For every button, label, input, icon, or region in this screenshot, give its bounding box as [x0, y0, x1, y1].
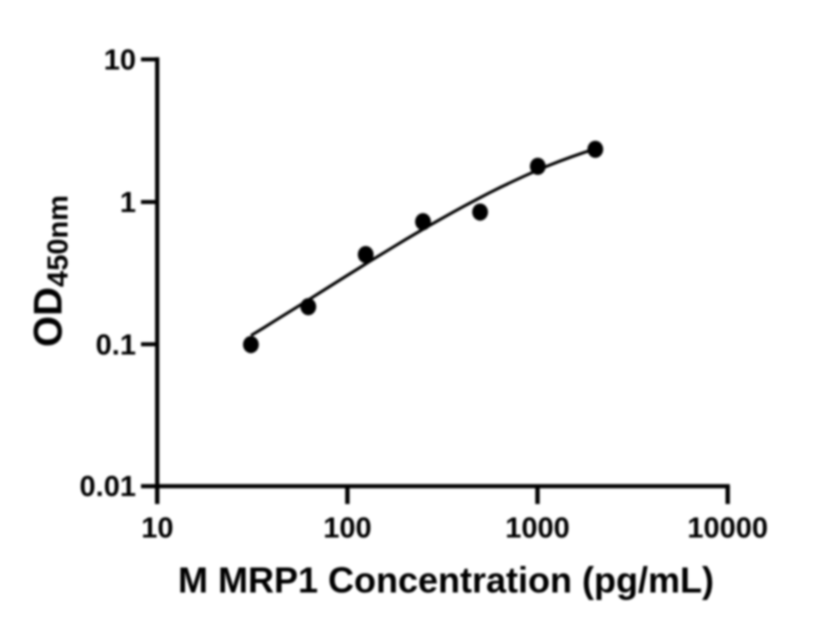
- svg-text:1000: 1000: [505, 513, 570, 545]
- svg-text:0.01: 0.01: [80, 471, 136, 503]
- svg-text:M MRP1 Concentration (pg/mL): M MRP1 Concentration (pg/mL): [178, 560, 714, 601]
- svg-text:OD450nm: OD450nm: [27, 195, 75, 347]
- svg-text:0.1: 0.1: [96, 329, 136, 361]
- svg-text:10: 10: [104, 44, 136, 76]
- svg-text:10000: 10000: [687, 513, 768, 545]
- svg-text:10: 10: [141, 513, 173, 545]
- svg-text:1: 1: [120, 187, 136, 219]
- svg-text:100: 100: [323, 513, 371, 545]
